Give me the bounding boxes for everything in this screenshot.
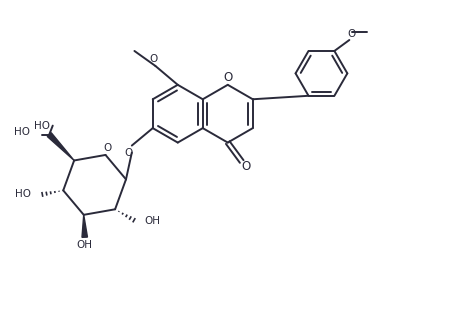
Text: HO: HO bbox=[16, 189, 31, 199]
Text: HO: HO bbox=[14, 127, 31, 137]
Text: O: O bbox=[149, 54, 157, 64]
Text: O: O bbox=[348, 29, 356, 39]
Polygon shape bbox=[47, 133, 74, 161]
Text: OH: OH bbox=[144, 216, 160, 226]
Text: O: O bbox=[241, 160, 251, 173]
Text: OH: OH bbox=[77, 240, 93, 250]
Polygon shape bbox=[82, 215, 87, 237]
Text: O: O bbox=[125, 148, 133, 157]
Text: O: O bbox=[223, 71, 232, 84]
Text: HO: HO bbox=[34, 121, 50, 131]
Text: O: O bbox=[103, 143, 112, 153]
